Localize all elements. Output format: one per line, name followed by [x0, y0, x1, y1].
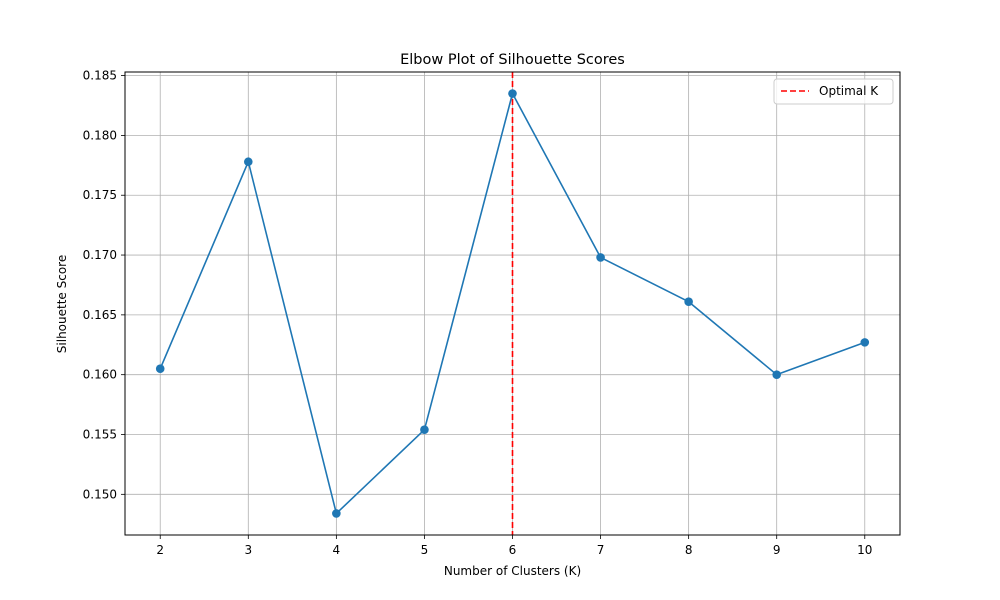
x-tick-label: 5 [421, 543, 429, 557]
y-tick-label: 0.160 [83, 368, 117, 382]
data-point [860, 338, 870, 347]
y-tick-label: 0.170 [83, 248, 117, 262]
y-tick-label: 0.150 [83, 487, 117, 501]
x-tick-label: 4 [333, 543, 341, 557]
chart-title: Elbow Plot of Silhouette Scores [400, 52, 625, 68]
x-axis-ticks: 2 3 4 5 6 7 8 9 10 [156, 535, 872, 557]
x-tick-label: 8 [685, 543, 693, 557]
data-point [332, 509, 341, 518]
y-axis-ticks: 0.150 0.155 0.160 0.165 0.170 0.175 0.180 0.185 [83, 69, 125, 501]
data-point [420, 425, 429, 435]
data-point [243, 157, 253, 167]
x-tick-label: 2 [156, 543, 164, 557]
legend-label: Optimal K [819, 84, 879, 98]
x-tick-label: 7 [597, 543, 605, 557]
data-point [596, 253, 605, 262]
legend-box [773, 78, 894, 105]
y-axis-title: Silhouette Score [55, 255, 69, 353]
y-tick-label: 0.180 [83, 128, 117, 142]
x-tick-label: 3 [244, 543, 252, 557]
x-tick-label: 9 [773, 543, 781, 557]
data-point [508, 89, 517, 98]
y-tick-label: 0.155 [83, 428, 117, 442]
x-tick-label: 10 [857, 543, 872, 557]
data-point [684, 297, 693, 307]
data-point [772, 370, 782, 379]
x-tick-label: 6 [509, 543, 517, 557]
data-point [155, 364, 165, 374]
legend: Optimal K [773, 78, 894, 105]
y-tick-label: 0.175 [83, 188, 117, 202]
series-layer [155, 89, 870, 518]
y-tick-label: 0.185 [83, 69, 117, 83]
x-axis-title: Number of Clusters (K) [444, 564, 581, 578]
y-tick-label: 0.165 [83, 308, 117, 322]
